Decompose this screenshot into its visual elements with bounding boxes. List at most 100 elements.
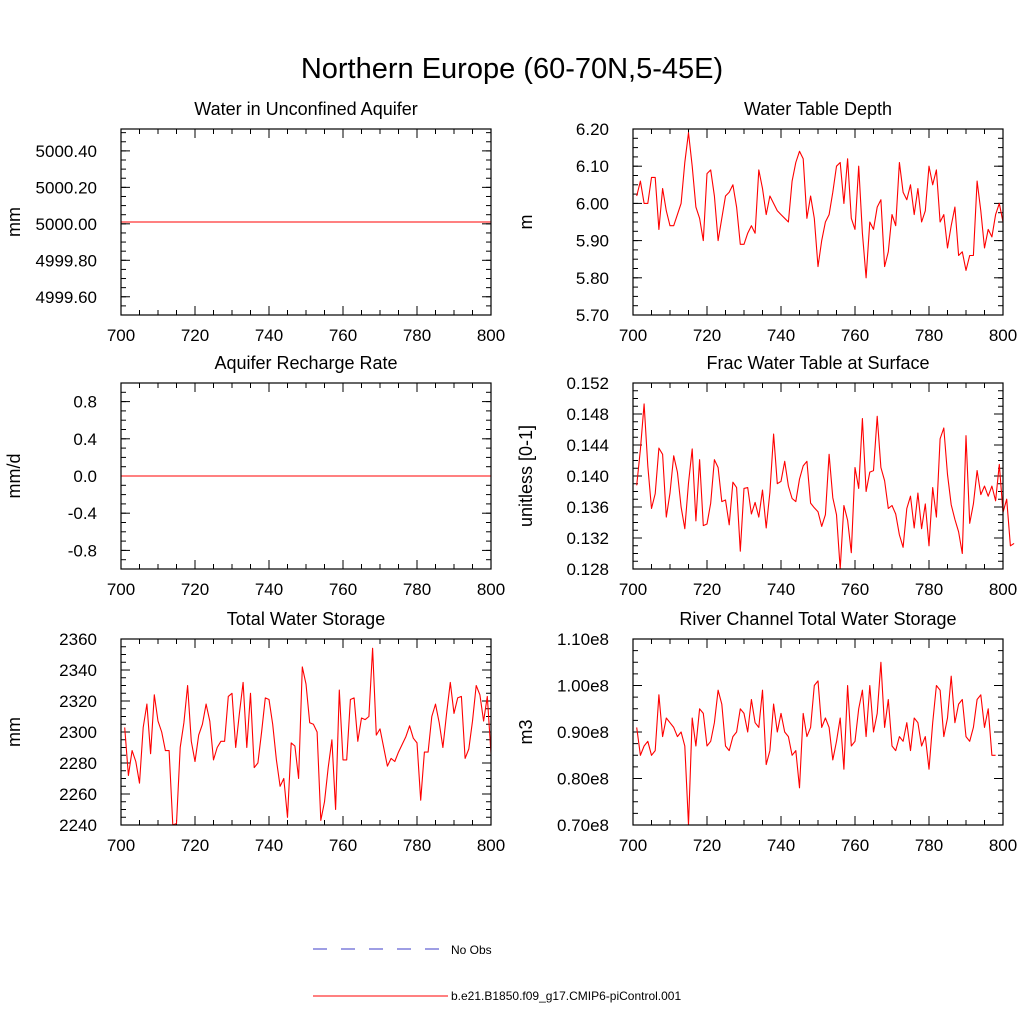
x-tick-label: 780 <box>915 836 943 855</box>
legend-model-label: b.e21.B1850.f09_g17.CMIP6-piControl.001 <box>451 989 681 1003</box>
x-tick-label: 780 <box>915 326 943 345</box>
panel-title: River Channel Total Water Storage <box>679 609 956 629</box>
panel-4: Frac Water Table at Surface unitless [0-1… <box>516 353 1017 599</box>
y-tick-label: 5.80 <box>576 269 609 288</box>
y-tick-label: 5.70 <box>576 306 609 325</box>
y-tick-label: 2320 <box>59 692 97 711</box>
plot-frame <box>120 638 492 826</box>
y-axis-label: m3 <box>516 719 536 744</box>
x-tick-label: 800 <box>477 326 505 345</box>
panel-2: Water Table Depth m 700 720 740 760 780 800 5.70… <box>516 99 1017 345</box>
x-tick-label: 700 <box>619 836 647 855</box>
x-tick-label: 780 <box>403 836 431 855</box>
y-tick-label: 5000.40 <box>36 142 97 161</box>
x-tick-label: 760 <box>329 580 357 599</box>
y-tick-label: 0.136 <box>566 498 609 517</box>
y-axis-label: mm <box>4 717 24 747</box>
panel-5: Total Water Storage mm 700 720 740 760 780 800 2… <box>4 609 505 855</box>
panel-6: River Channel Total Water Storage m3 700 72… <box>516 609 1017 855</box>
y-tick-label: 0.140 <box>566 467 609 486</box>
x-tick-label: 740 <box>255 836 283 855</box>
y-tick-label: 4999.80 <box>36 251 97 270</box>
figure-title: Northern Europe (60-70N,5-45E) <box>301 53 723 85</box>
x-tick-label: 700 <box>107 326 135 345</box>
x-tick-label: 720 <box>693 326 721 345</box>
y-tick-label: 0.0 <box>73 467 97 486</box>
y-tick-label: 2360 <box>59 630 97 649</box>
x-tick-label: 700 <box>619 580 647 599</box>
y-tick-label: 5.90 <box>576 232 609 251</box>
panel-title: Total Water Storage <box>227 609 385 629</box>
y-tick-label: 5000.00 <box>36 215 97 234</box>
y-tick-label: 0.148 <box>566 405 609 424</box>
legend: No Obs b.e21.B1850.f09_g17.CMIP6-piContr… <box>313 943 681 1003</box>
y-tick-label: 0.144 <box>566 436 609 455</box>
y-tick-label: 4999.60 <box>36 288 97 307</box>
y-tick-label: 2300 <box>59 723 97 742</box>
y-tick-label: 0.132 <box>566 529 609 548</box>
y-tick-label: 1.00e8 <box>557 677 609 696</box>
x-tick-label: 800 <box>477 836 505 855</box>
y-tick-label: 2240 <box>59 816 97 835</box>
y-tick-label: -0.4 <box>68 504 97 523</box>
y-tick-label: 6.10 <box>576 157 609 176</box>
plot-frame <box>632 638 1004 826</box>
y-tick-label: -0.8 <box>68 541 97 560</box>
panel-1: Water in Unconfined Aquifer mm 700 720 740 76… <box>4 99 505 345</box>
panel-3: Aquifer Recharge Rate mm/d 700 720 740 760 780… <box>4 353 505 599</box>
y-tick-label: 2340 <box>59 661 97 680</box>
plot-frame <box>120 382 492 570</box>
x-tick-label: 700 <box>107 580 135 599</box>
x-tick-label: 800 <box>989 580 1017 599</box>
y-tick-label: 0.8 <box>73 393 97 412</box>
plot-frame <box>632 128 1004 316</box>
panels: Water in Unconfined Aquifer mm 700 720 740 76… <box>4 99 1017 855</box>
x-tick-label: 800 <box>989 836 1017 855</box>
series-line <box>636 661 996 826</box>
x-tick-label: 700 <box>107 836 135 855</box>
panel-title: Aquifer Recharge Rate <box>214 353 397 373</box>
x-tick-label: 740 <box>767 836 795 855</box>
x-tick-label: 800 <box>989 326 1017 345</box>
x-tick-label: 720 <box>181 326 209 345</box>
y-tick-label: 6.20 <box>576 120 609 139</box>
y-axis-label: mm <box>4 207 24 237</box>
x-tick-label: 740 <box>767 326 795 345</box>
series-line <box>636 403 1015 570</box>
x-tick-label: 780 <box>915 580 943 599</box>
y-axis-label: mm/d <box>4 454 24 499</box>
x-tick-label: 760 <box>841 580 869 599</box>
x-tick-label: 760 <box>329 836 357 855</box>
x-tick-label: 740 <box>255 580 283 599</box>
plot-frame <box>632 382 1004 570</box>
y-tick-label: 0.152 <box>566 374 609 393</box>
y-tick-label: 0.4 <box>73 430 97 449</box>
y-tick-label: 6.00 <box>576 194 609 213</box>
y-tick-label: 5000.20 <box>36 178 97 197</box>
x-tick-label: 780 <box>403 580 431 599</box>
x-tick-label: 740 <box>767 580 795 599</box>
plot-frame <box>120 128 492 316</box>
x-tick-label: 720 <box>181 580 209 599</box>
x-tick-label: 800 <box>477 580 505 599</box>
x-tick-label: 740 <box>255 326 283 345</box>
y-axis-label: unitless [0-1] <box>516 425 536 527</box>
x-tick-label: 780 <box>403 326 431 345</box>
series-line <box>636 132 1004 279</box>
y-tick-label: 0.128 <box>566 560 609 579</box>
y-tick-label: 2280 <box>59 754 97 773</box>
panel-title: Frac Water Table at Surface <box>706 353 929 373</box>
x-tick-label: 700 <box>619 326 647 345</box>
x-tick-label: 720 <box>693 836 721 855</box>
y-axis-label: m <box>516 215 536 230</box>
x-tick-label: 760 <box>841 836 869 855</box>
panel-title: Water in Unconfined Aquifer <box>194 99 417 119</box>
legend-obs-label: No Obs <box>451 943 492 957</box>
y-tick-label: 0.70e8 <box>557 816 609 835</box>
y-tick-label: 1.10e8 <box>557 630 609 649</box>
series-line <box>124 647 492 826</box>
y-tick-label: 2260 <box>59 785 97 804</box>
x-tick-label: 720 <box>693 580 721 599</box>
y-tick-label: 0.80e8 <box>557 770 609 789</box>
